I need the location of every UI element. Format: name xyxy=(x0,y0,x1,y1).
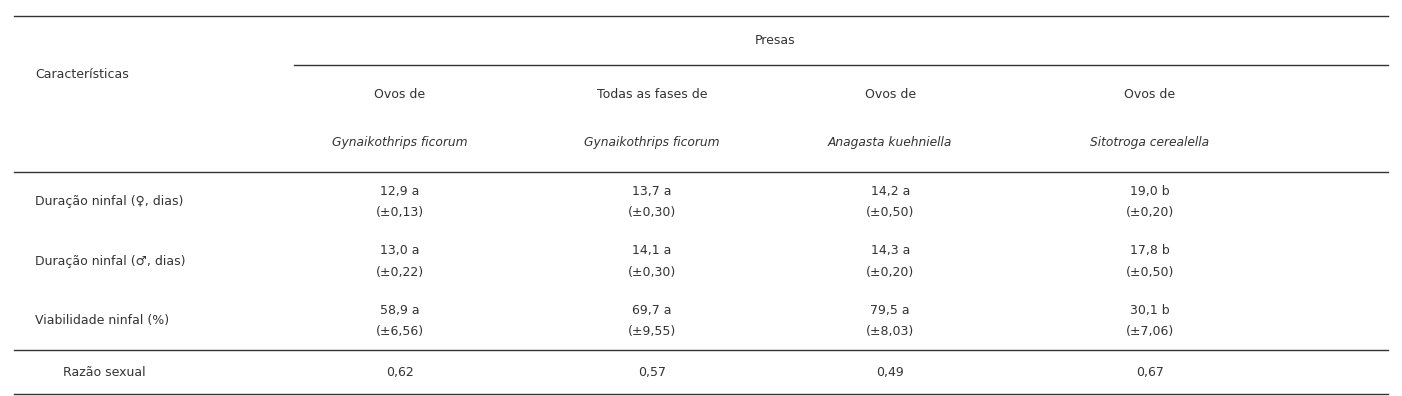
Text: (±7,06): (±7,06) xyxy=(1126,325,1173,338)
Text: 14,2 a: 14,2 a xyxy=(871,185,910,198)
Text: 0,62: 0,62 xyxy=(386,366,414,379)
Text: Razão sexual: Razão sexual xyxy=(63,366,146,379)
Text: Ovos de: Ovos de xyxy=(1124,88,1175,101)
Text: 14,3 a: 14,3 a xyxy=(871,244,910,257)
Text: (±0,50): (±0,50) xyxy=(1126,266,1173,278)
Text: (±0,13): (±0,13) xyxy=(376,206,423,219)
Text: Viabilidade ninfal (%): Viabilidade ninfal (%) xyxy=(35,314,170,327)
Text: Duração ninfal (♀, dias): Duração ninfal (♀, dias) xyxy=(35,196,184,208)
Text: 0,67: 0,67 xyxy=(1136,366,1164,379)
Text: (±6,56): (±6,56) xyxy=(376,325,423,338)
Text: (±0,22): (±0,22) xyxy=(376,266,423,278)
Text: Ovos de: Ovos de xyxy=(865,88,916,101)
Text: 14,1 a: 14,1 a xyxy=(632,244,672,257)
Text: (±9,55): (±9,55) xyxy=(628,325,676,338)
Text: Características: Características xyxy=(35,68,129,81)
Text: (±0,30): (±0,30) xyxy=(628,266,676,278)
Text: 19,0 b: 19,0 b xyxy=(1130,185,1169,198)
Text: 0,57: 0,57 xyxy=(638,366,666,379)
Text: 13,7 a: 13,7 a xyxy=(632,185,672,198)
Text: 17,8 b: 17,8 b xyxy=(1130,244,1169,257)
Text: 30,1 b: 30,1 b xyxy=(1130,304,1169,316)
Text: Sitotroga cerealella: Sitotroga cerealella xyxy=(1091,136,1209,149)
Text: Anagasta kuehniella: Anagasta kuehniella xyxy=(829,136,952,149)
Text: (±8,03): (±8,03) xyxy=(866,325,914,338)
Text: Ovos de: Ovos de xyxy=(374,88,425,101)
Text: 12,9 a: 12,9 a xyxy=(380,185,419,198)
Text: Presas: Presas xyxy=(754,34,795,47)
Text: Gynaikothrips ficorum: Gynaikothrips ficorum xyxy=(585,136,719,149)
Text: 79,5 a: 79,5 a xyxy=(871,304,910,316)
Text: Duração ninfal (♂, dias): Duração ninfal (♂, dias) xyxy=(35,255,185,268)
Text: (±0,20): (±0,20) xyxy=(1126,206,1173,219)
Text: (±0,50): (±0,50) xyxy=(866,206,914,219)
Text: 13,0 a: 13,0 a xyxy=(380,244,419,257)
Text: 0,49: 0,49 xyxy=(876,366,904,379)
Text: 69,7 a: 69,7 a xyxy=(632,304,672,316)
Text: Gynaikothrips ficorum: Gynaikothrips ficorum xyxy=(332,136,467,149)
Text: 58,9 a: 58,9 a xyxy=(380,304,419,316)
Text: Todas as fases de: Todas as fases de xyxy=(597,88,707,101)
Text: (±0,30): (±0,30) xyxy=(628,206,676,219)
Text: (±0,20): (±0,20) xyxy=(866,266,914,278)
